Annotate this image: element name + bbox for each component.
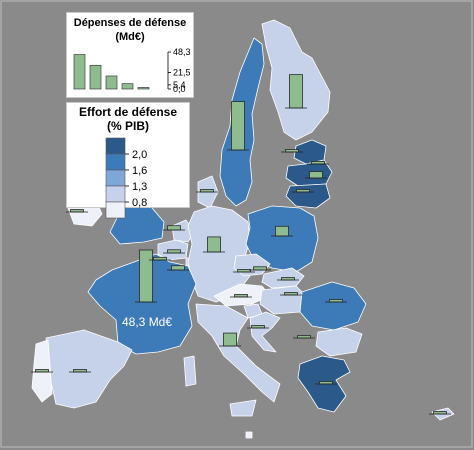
country-romania xyxy=(299,281,367,331)
spending-bar xyxy=(309,171,323,179)
effort-class-swatch xyxy=(105,153,126,171)
spending-bar xyxy=(139,249,153,303)
annotation-france-spending: 48,3 Md€ xyxy=(122,315,172,329)
effort-legend-graphic: 2,0 1,6 1,3 0,8 xyxy=(105,137,147,219)
spending-bar xyxy=(171,265,185,271)
legend-example-bar xyxy=(89,64,102,90)
country-malta xyxy=(245,431,253,439)
spending-legend-title: Dépenses de défense xyxy=(73,17,187,29)
legend-tick-label: 48,3 xyxy=(173,47,191,57)
legend-example-bar xyxy=(137,87,150,90)
spending-bar xyxy=(167,225,181,231)
spending-bar xyxy=(167,249,181,254)
spending-bars xyxy=(31,74,451,415)
spending-bar xyxy=(231,101,245,151)
effort-class-label: 1,6 xyxy=(132,165,147,177)
country-poland xyxy=(245,205,319,273)
country-sicily xyxy=(229,399,257,417)
spending-bar xyxy=(275,225,289,237)
effort-class-label: 0,8 xyxy=(132,197,147,209)
spending-bar xyxy=(289,74,303,109)
effort-class-label: 1,3 xyxy=(132,181,147,193)
effort-class-label: 2,0 xyxy=(132,149,147,161)
effort-class-swatch xyxy=(105,137,126,155)
effort-class-swatch xyxy=(105,169,126,187)
effort-legend-unit: (% PIB) xyxy=(107,119,149,133)
country-latvia xyxy=(285,159,333,187)
effort-legend-title: Effort de défense xyxy=(78,105,177,119)
legend-example-bar xyxy=(73,54,86,90)
spending-bar xyxy=(223,332,237,347)
legend-example-bar xyxy=(105,75,118,90)
country-bulgaria xyxy=(315,327,363,357)
spending-legend-graphic: 48,3 21,5 5,40,0 xyxy=(73,47,191,94)
effort-legend: Effort de défense (% PIB) xyxy=(66,102,190,208)
spending-bar xyxy=(153,256,167,261)
spending-legend-unit: (Md€) xyxy=(115,31,145,43)
legend-example-bar xyxy=(121,83,134,90)
legend-tick-label: 5,4 xyxy=(173,80,186,90)
legend-tick-label: 21,5 xyxy=(173,68,191,78)
country-italy xyxy=(195,303,281,403)
country-sardinia xyxy=(183,355,197,387)
country-croatia xyxy=(249,311,281,353)
legend-tick-label: 0,0 xyxy=(173,84,186,94)
spending-bar xyxy=(207,236,221,253)
effort-class-swatch xyxy=(105,201,126,219)
spending-bar xyxy=(253,266,267,271)
effort-class-swatch xyxy=(105,185,126,203)
